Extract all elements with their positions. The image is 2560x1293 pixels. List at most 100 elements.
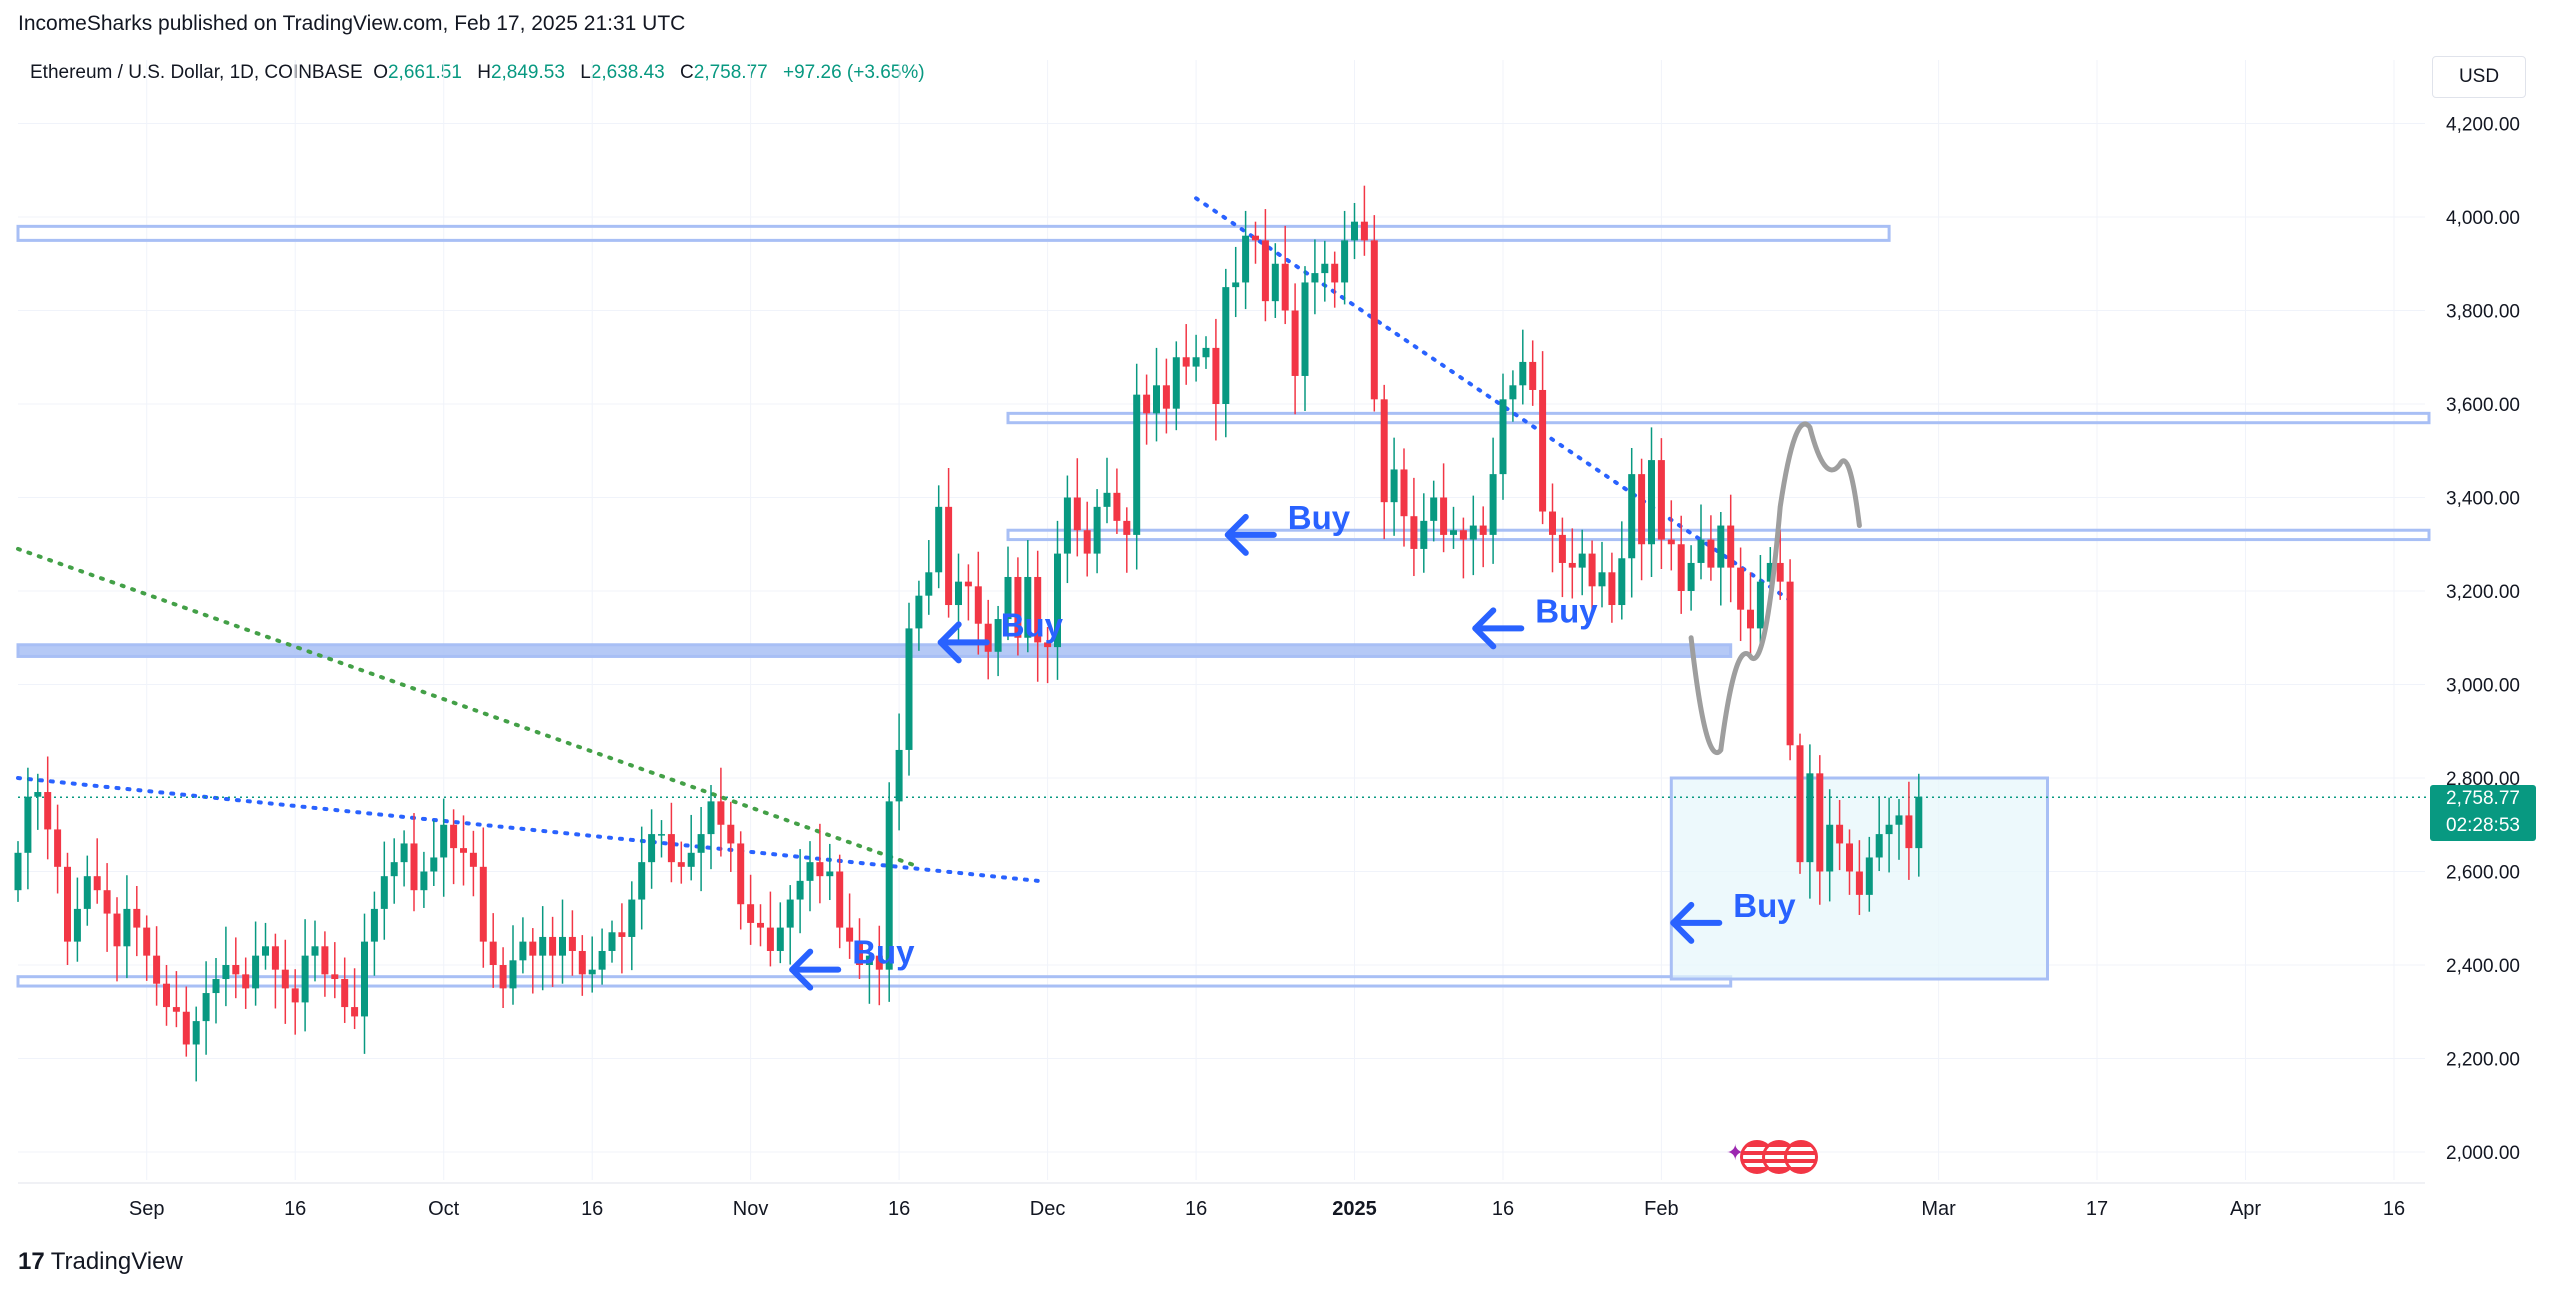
- candle-body: [271, 946, 279, 970]
- buy-label: Buy: [1733, 887, 1796, 924]
- candle-body: [1895, 815, 1903, 825]
- candle-body: [964, 581, 972, 587]
- candle-body: [697, 834, 705, 853]
- candle-body: [301, 955, 309, 1003]
- close-label: C: [680, 62, 694, 83]
- candle-body: [1311, 273, 1319, 283]
- open-label: O: [373, 62, 388, 83]
- candle-body: [361, 941, 368, 1017]
- tv-logo-icon: 17: [18, 1248, 45, 1275]
- candle-body: [717, 801, 725, 825]
- close-value: 2,758.77: [693, 62, 768, 83]
- candle-body: [1202, 347, 1210, 358]
- currency-selector[interactable]: USD: [2432, 56, 2526, 98]
- candle-body: [172, 1007, 180, 1012]
- candle-body: [1855, 871, 1863, 895]
- candle-body: [588, 969, 596, 975]
- candle-body: [1440, 497, 1448, 535]
- x-tick-label: 16: [1492, 1198, 1514, 1220]
- candle-body: [242, 974, 250, 989]
- candle-body: [994, 619, 1002, 652]
- candle-body: [331, 974, 339, 980]
- x-tick-label: Oct: [428, 1198, 460, 1220]
- candle-body: [1816, 773, 1824, 872]
- candle-body: [1103, 492, 1111, 507]
- candle-body: [153, 955, 161, 984]
- candle-body: [1717, 525, 1725, 568]
- candle-body: [766, 927, 774, 951]
- buy-label: Buy: [1001, 606, 1064, 643]
- buy-annotation: Buy: [1670, 887, 1796, 944]
- arrow-head: [789, 948, 814, 991]
- us-flag-icon[interactable]: [1784, 1140, 1819, 1174]
- candle-body: [460, 848, 467, 853]
- candle-body: [1331, 263, 1339, 283]
- candle-body: [1113, 492, 1121, 521]
- candle-body: [1539, 389, 1547, 512]
- candle-body: [54, 829, 62, 867]
- candle-body: [1400, 469, 1408, 517]
- candle-body: [212, 979, 220, 994]
- trendlines: [16, 196, 2430, 883]
- candle-body: [1529, 361, 1537, 390]
- candle-body: [1578, 553, 1586, 568]
- candle-body: [1687, 562, 1695, 591]
- candle-body: [1657, 460, 1665, 540]
- candle-body: [450, 824, 458, 849]
- candle-body: [93, 876, 101, 891]
- candle-body: [1846, 843, 1853, 872]
- low-label: L: [580, 62, 591, 83]
- candle-body: [1083, 530, 1091, 554]
- candle-body: [440, 824, 448, 858]
- candle-body: [1549, 511, 1556, 535]
- x-tick-label: Dec: [1030, 1198, 1066, 1220]
- zone-band: [16, 224, 1891, 242]
- candle-body: [163, 983, 170, 1008]
- candle-body: [1004, 576, 1012, 620]
- symbol-info-bar: Ethereum / U.S. Dollar, 1D, COINBASE O 2,…: [30, 62, 935, 84]
- candle-body: [1499, 399, 1507, 475]
- x-tick-label: 17: [2086, 1198, 2108, 1220]
- candle-body: [1509, 385, 1517, 400]
- buy-label: Buy: [1288, 499, 1351, 536]
- candle-body: [707, 801, 715, 835]
- candle-body: [549, 936, 557, 956]
- x-tick-label: Sep: [129, 1198, 165, 1220]
- candle-body: [1271, 263, 1279, 302]
- buy-annotation: Buy: [937, 606, 1064, 664]
- candle-body: [479, 866, 487, 942]
- candle-body: [44, 792, 52, 830]
- candle-body: [945, 506, 953, 606]
- arrow-head: [937, 621, 962, 664]
- candle-body: [1489, 474, 1497, 535]
- candle-body: [430, 857, 438, 872]
- candle-body: [1153, 385, 1160, 414]
- candle-body: [925, 572, 933, 596]
- candle-body: [935, 506, 943, 573]
- event-flags[interactable]: ✦: [1726, 1140, 1819, 1174]
- tradingview-logo[interactable]: 17 TradingView: [18, 1248, 183, 1276]
- buy-annotation: Buy: [1472, 592, 1598, 650]
- candle-body: [885, 801, 893, 970]
- candle-body: [648, 834, 656, 863]
- candle-body: [1786, 581, 1794, 746]
- candle-body: [875, 955, 883, 970]
- candle-body: [1766, 562, 1774, 582]
- candle-body: [291, 988, 299, 1003]
- candle-body: [1747, 609, 1754, 629]
- candle-body: [509, 960, 517, 989]
- candle-body: [192, 1021, 200, 1045]
- buy-annotation: Buy: [1224, 499, 1351, 556]
- high-value: 2,849.53: [490, 62, 565, 83]
- candle-body: [311, 946, 319, 956]
- candle-body: [559, 936, 566, 956]
- candle-body: [796, 880, 804, 900]
- candle-body: [747, 904, 755, 923]
- candle-body: [1697, 539, 1705, 563]
- symbol-name[interactable]: Ethereum / U.S. Dollar, 1D, COINBASE: [30, 62, 363, 83]
- candle-body: [262, 946, 269, 956]
- candle-body: [955, 581, 962, 606]
- candle-body: [1865, 857, 1873, 895]
- high-label: H: [477, 62, 491, 83]
